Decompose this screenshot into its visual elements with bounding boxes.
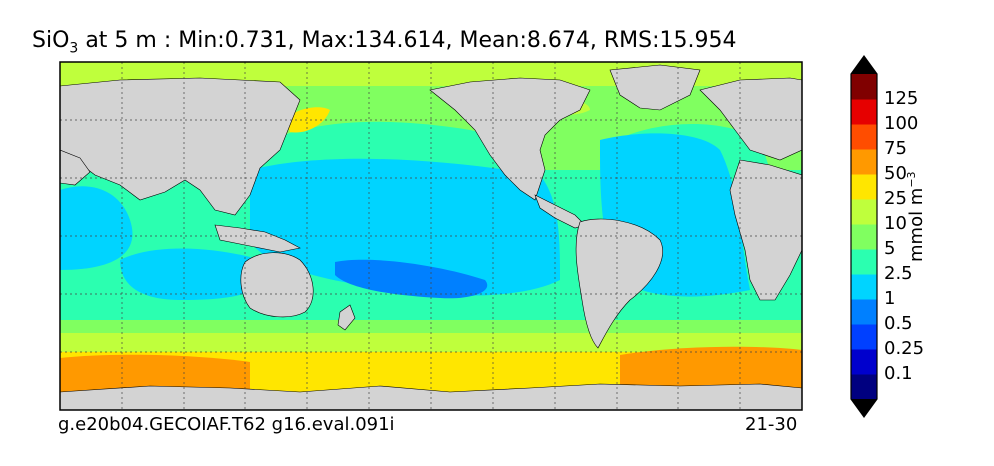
colorbar-tick-label: 0.25 bbox=[884, 338, 925, 359]
colorbar-tick-label: 125 bbox=[884, 88, 919, 109]
colorbar-segment bbox=[851, 124, 877, 150]
north-america bbox=[429, 77, 591, 201]
title-variable-subscript: 3 bbox=[69, 40, 79, 57]
colorbar-tick-label: 5 bbox=[884, 238, 896, 259]
colorbar-tick-label: 50 bbox=[884, 163, 907, 184]
colorbar-segment bbox=[851, 299, 877, 325]
colorbar-extend-bottom bbox=[851, 399, 877, 417]
title-stats: at 5 m : Min:0.731, Max:134.614, Mean:8.… bbox=[78, 28, 737, 53]
colorbar-segment bbox=[851, 74, 877, 100]
pacific-1 bbox=[250, 158, 560, 296]
run-id-label: g.e20b04.GECOIAF.T62 g16.eval.091i bbox=[58, 414, 395, 435]
colorbar-segment bbox=[851, 149, 877, 175]
title-variable: SiO bbox=[32, 28, 70, 53]
europe bbox=[699, 77, 802, 161]
colorbar-unit-label: mmol m−3 bbox=[905, 171, 927, 262]
colorbar-frame bbox=[850, 54, 878, 419]
colorbar-tick-label: 1 bbox=[884, 288, 896, 309]
indonesia bbox=[214, 224, 301, 253]
colorbar-tick-label: 0.5 bbox=[884, 313, 913, 334]
gridlines bbox=[60, 62, 802, 410]
indian-1b bbox=[120, 248, 263, 300]
colorbar-segment bbox=[851, 99, 877, 125]
greenland bbox=[609, 64, 701, 111]
africa bbox=[729, 159, 802, 301]
arabia bbox=[60, 149, 91, 186]
colorbar-unit: mmol m bbox=[906, 187, 927, 262]
colorbar-tick-label: 0.1 bbox=[884, 363, 913, 384]
colorbar-segment bbox=[851, 249, 877, 275]
colorbar-tick-label: 10 bbox=[884, 213, 907, 234]
indian-1 bbox=[60, 186, 133, 270]
okhotsk-25 bbox=[285, 107, 330, 133]
new-zealand bbox=[337, 304, 356, 331]
ross-50 bbox=[620, 346, 802, 392]
colorbar-segment bbox=[851, 374, 877, 400]
colorbar-tick-label: 100 bbox=[884, 113, 919, 134]
south-pacific-0-5 bbox=[335, 259, 488, 299]
colorbar-extend-top bbox=[851, 56, 877, 74]
colorbar-segment bbox=[851, 174, 877, 200]
colorbar-segment bbox=[851, 349, 877, 375]
south-america bbox=[575, 218, 663, 349]
colorbar-segment bbox=[851, 324, 877, 350]
map-title: SiO3 at 5 m : Min:0.731, Max:134.614, Me… bbox=[32, 28, 736, 56]
australia bbox=[240, 252, 314, 318]
colorbar-tick-label: 25 bbox=[884, 188, 907, 209]
eurasia-west bbox=[60, 77, 301, 216]
colorbar-tick-label: 75 bbox=[884, 138, 907, 159]
colorbar-unit-exponent: −3 bbox=[905, 171, 918, 188]
colorbar-tick-label: 2.5 bbox=[884, 263, 913, 284]
map-frame bbox=[59, 61, 803, 411]
weddell-50 bbox=[60, 354, 250, 392]
colorbar-segment bbox=[851, 199, 877, 225]
colorbar-segment bbox=[851, 274, 877, 300]
year-range-label: 21-30 bbox=[745, 414, 798, 435]
colorbar-segment bbox=[851, 224, 877, 250]
